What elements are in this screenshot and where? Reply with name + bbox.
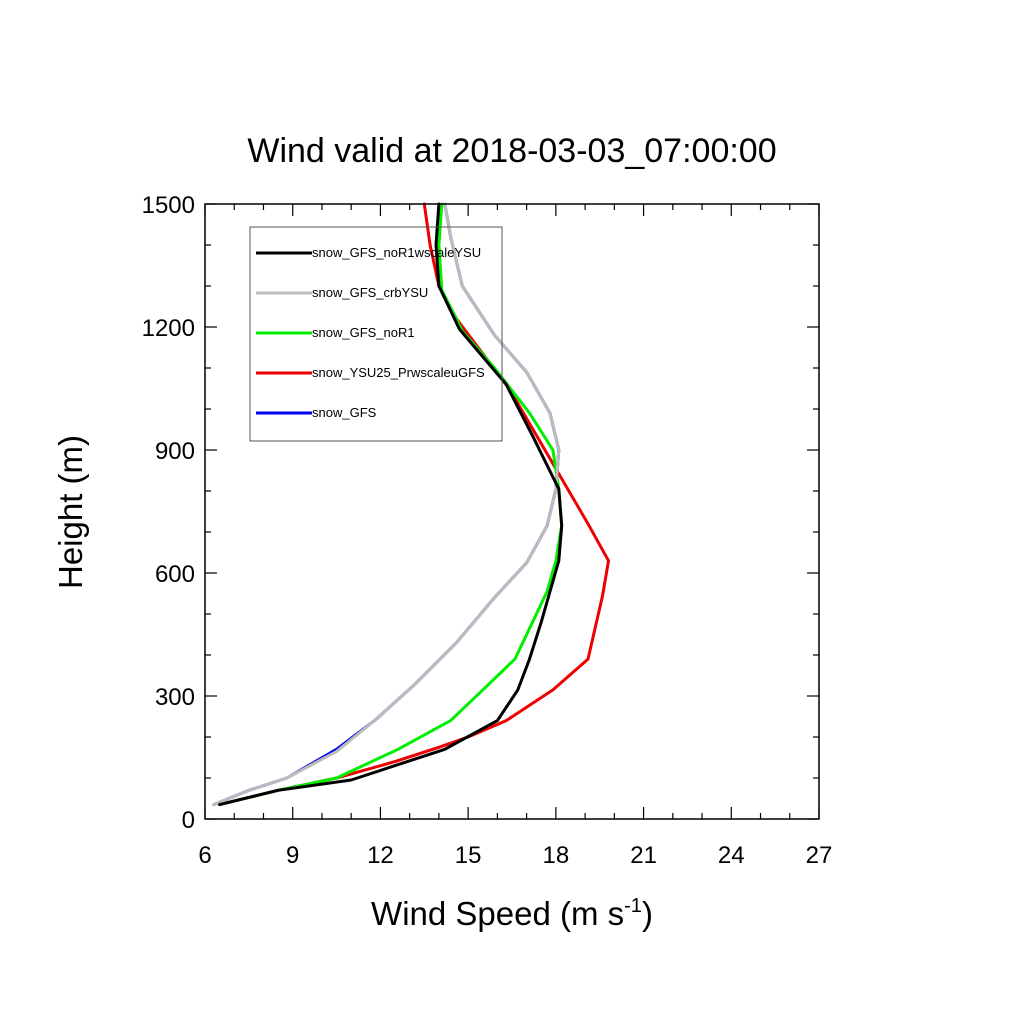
legend-label-3: snow_YSU25_PrwscaleuGFS xyxy=(312,365,485,380)
y-tick-label: 1200 xyxy=(142,315,195,342)
series-layer xyxy=(212,202,610,807)
x-axis-label-superscript: -1 xyxy=(624,895,642,917)
chart-title: Wind valid at 2018-03-03_07:00:00 xyxy=(247,132,776,170)
tick-labels: 6 9 12 15 18 21 24 27 0 300 600 900 1200 1500 xyxy=(142,192,833,869)
legend-label-4: snow_GFS xyxy=(312,405,377,420)
x-tick-label: 21 xyxy=(630,842,657,869)
y-tick-label: 0 xyxy=(182,807,195,834)
y-tick-label: 600 xyxy=(155,561,195,588)
x-tick-label: 15 xyxy=(455,842,482,869)
legend-label-1: snow_GFS_crbYSU xyxy=(312,285,428,300)
x-axis-label-suffix: ) xyxy=(642,895,653,932)
ticks-layer xyxy=(204,203,820,820)
x-tick-label: 12 xyxy=(367,842,394,869)
legend-box xyxy=(249,226,503,442)
series-line-0 xyxy=(218,202,564,807)
x-tick-label: 18 xyxy=(543,842,570,869)
plot-frame xyxy=(204,203,820,820)
y-tick-label: 300 xyxy=(155,684,195,711)
x-axis-label: Wind Speed (m s-1) xyxy=(371,895,653,932)
x-axis-label-main: Wind Speed (m s xyxy=(371,895,624,932)
legend: snow_GFS_noR1wscaleYSU snow_GFS_crbYSUsno… xyxy=(249,226,503,442)
x-tick-label: 6 xyxy=(198,842,211,869)
legend-label-0: snow_GFS_noR1wscaleYSU xyxy=(312,245,481,260)
y-tick-label: 900 xyxy=(155,438,195,465)
x-tick-label: 24 xyxy=(718,842,745,869)
x-tick-label: 9 xyxy=(286,842,299,869)
legend-label-2: snow_GFS_noR1 xyxy=(312,325,415,340)
y-axis-label: Height (m) xyxy=(52,435,89,589)
series-line-1 xyxy=(212,202,561,807)
x-tick-label: 27 xyxy=(806,842,833,869)
y-tick-label: 1500 xyxy=(142,192,195,219)
